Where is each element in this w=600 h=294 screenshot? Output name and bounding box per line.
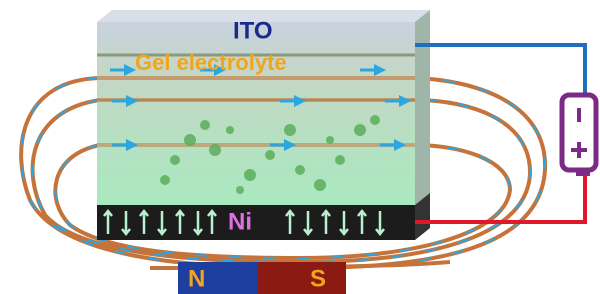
ni-label: Ni [228,208,252,235]
wire-negative [415,45,585,95]
wire-positive [415,172,585,222]
magnet-south [258,262,346,294]
battery-terminal [576,170,590,176]
diagram: ITO Gel electrolyte Ni N S [0,0,600,294]
ito-label: ITO [233,17,273,44]
north-label: N [188,265,205,292]
gel-label: Gel electrolyte [135,50,287,75]
battery [562,95,596,170]
south-label: S [310,265,326,292]
